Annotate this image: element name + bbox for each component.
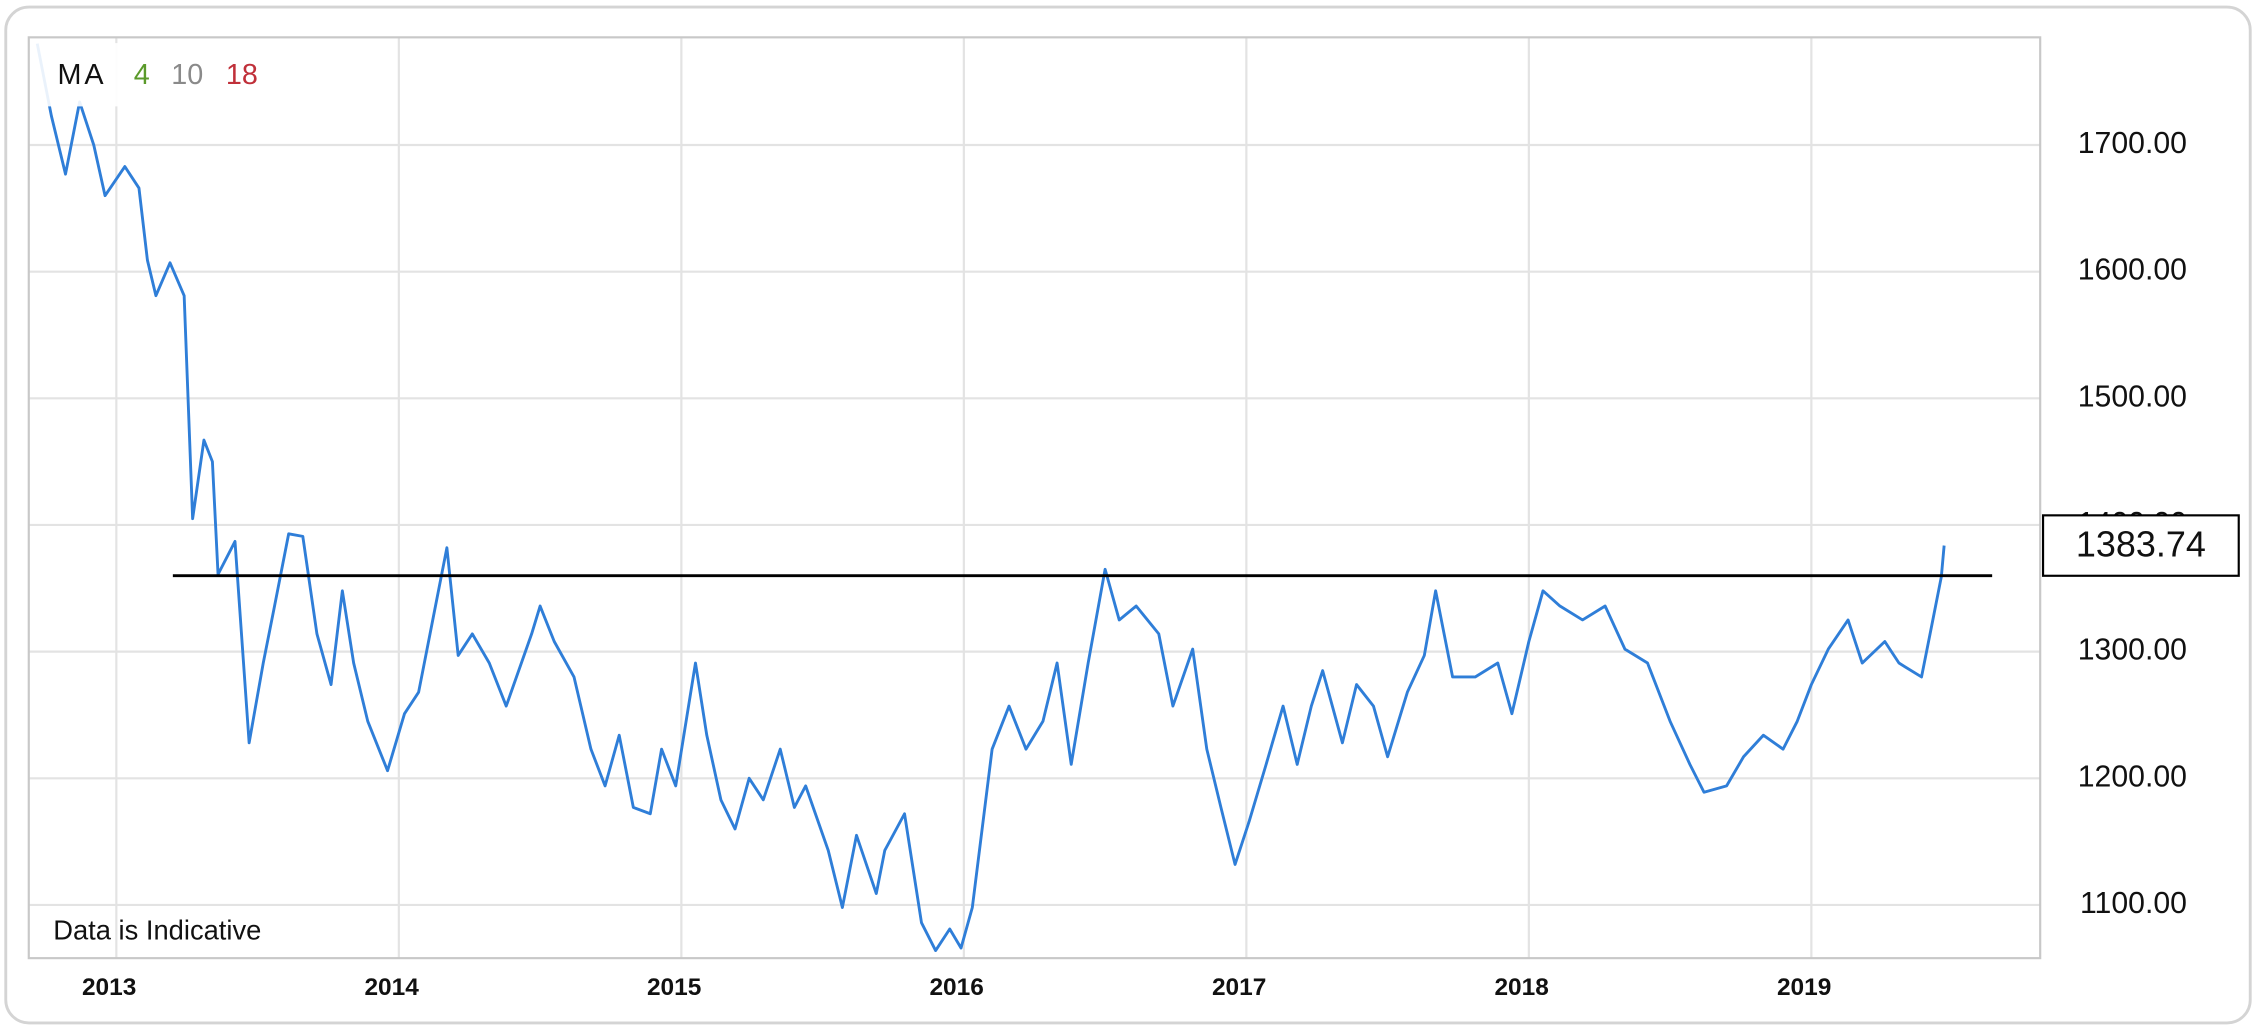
y-tick-label: 1100.00 — [2080, 887, 2187, 920]
legend-title: MA — [58, 59, 107, 91]
plot-border — [27, 36, 2042, 960]
legend-box — [34, 43, 291, 107]
y-tick-label: 1500.00 — [2078, 380, 2187, 413]
y-tick-label: 1700.00 — [2078, 127, 2187, 160]
y-tick-label: 1300.00 — [2078, 634, 2187, 667]
x-tick-label: 2013 — [82, 974, 136, 1001]
x-tick-label: 2014 — [364, 974, 419, 1001]
current-value-box — [2041, 514, 2240, 577]
y-tick-label: 1600.00 — [2078, 254, 2187, 287]
marks — [35, 43, 1993, 952]
x-tick-label: 2017 — [1212, 974, 1266, 1001]
x-tick-label: 2015 — [647, 974, 701, 1001]
x-tick-label: 2016 — [929, 974, 983, 1001]
grid — [28, 37, 2041, 959]
annotation: Data is Indicative — [53, 914, 261, 945]
x-tick-label: 2019 — [1777, 974, 1831, 1001]
labels: 1100.001200.001300.001400.001500.001600.… — [34, 43, 2240, 1001]
legend-item: 18 — [226, 59, 258, 91]
x-tick-label: 2018 — [1494, 974, 1548, 1001]
price-line — [35, 43, 1946, 952]
legend-item: 4 — [134, 59, 150, 91]
frame — [4, 5, 2252, 1025]
current-value-label: 1383.74 — [2076, 524, 2206, 565]
legend-item: 10 — [171, 59, 203, 91]
y-tick-label: 1200.00 — [2078, 760, 2187, 793]
